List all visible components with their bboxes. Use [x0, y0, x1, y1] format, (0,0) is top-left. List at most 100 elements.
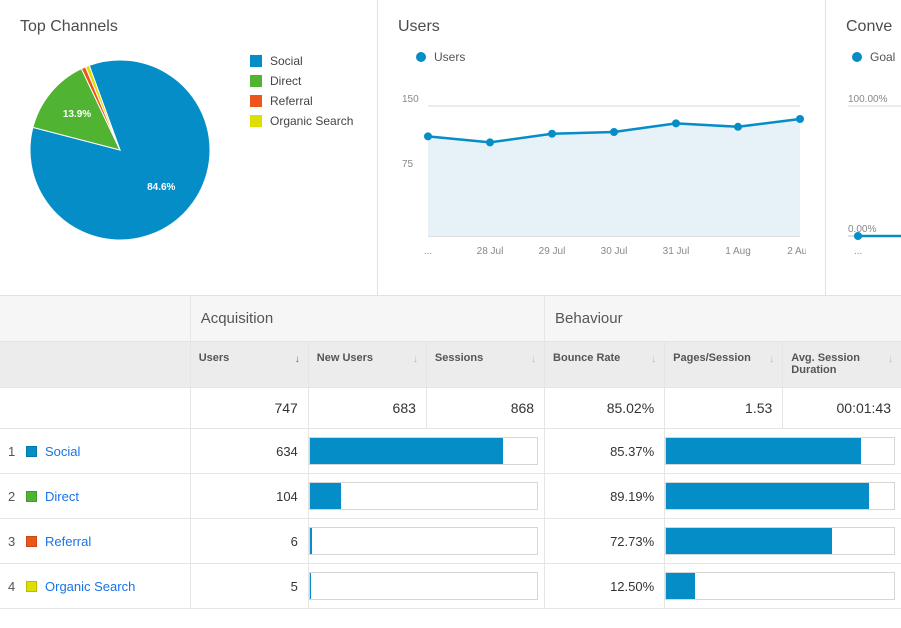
- cell-bounce: 85.37%: [545, 429, 665, 474]
- row-index: 2: [8, 489, 18, 504]
- channel-link[interactable]: Organic Search: [45, 579, 135, 594]
- col-header-new-users[interactable]: New Users↓: [308, 342, 426, 388]
- table-row: 2 Direct 104 89.19%: [0, 474, 901, 519]
- table-group-header-row: Acquisition Behaviour: [0, 296, 901, 342]
- total-new-users: 683: [308, 388, 426, 429]
- legend-swatch-icon: [250, 75, 262, 87]
- conversion-line-chart: 0.00%100.00%...28: [846, 74, 901, 264]
- cell-users: 6: [190, 519, 308, 564]
- chart-point[interactable]: [854, 232, 862, 240]
- chart-point[interactable]: [672, 119, 680, 127]
- legend-item[interactable]: Organic Search: [250, 114, 353, 128]
- group-header-blank: [0, 296, 190, 342]
- svg-text:150: 150: [402, 94, 419, 105]
- total-bounce: 85.02%: [545, 388, 665, 429]
- legend-label: Social: [270, 54, 303, 68]
- col-header-pps[interactable]: Pages/Session↓: [665, 342, 783, 388]
- chart-point[interactable]: [610, 128, 618, 136]
- channels-legend: Social Direct Referral Organic Search: [250, 54, 353, 128]
- panel-title: Users: [398, 18, 805, 36]
- row-index: 3: [8, 534, 18, 549]
- legend-item[interactable]: Referral: [250, 94, 353, 108]
- cell-bounce-bar: [665, 519, 901, 564]
- channel-swatch-icon: [26, 581, 37, 592]
- chart-point[interactable]: [486, 138, 494, 146]
- legend-item[interactable]: Direct: [250, 74, 353, 88]
- svg-text:100.00%: 100.00%: [848, 94, 888, 105]
- group-header-behaviour[interactable]: Behaviour: [545, 296, 901, 342]
- table-row: 4Organic Search512.50%: [0, 564, 901, 609]
- channel-swatch-icon: [26, 446, 37, 457]
- svg-text:1 Aug: 1 Aug: [725, 246, 751, 257]
- sort-arrow-icon: ↓: [295, 354, 300, 365]
- channels-pie-chart: 84.6% 13.9%: [20, 50, 220, 250]
- channel-link[interactable]: Social: [45, 444, 80, 459]
- chart-point[interactable]: [734, 123, 742, 131]
- sort-arrow-icon: ↓: [888, 354, 893, 365]
- svg-text:28 Jul: 28 Jul: [477, 246, 504, 257]
- cell-bounce: 12.50%: [545, 564, 665, 609]
- sort-arrow-icon: ↓: [413, 354, 418, 365]
- cell-bounce: 89.19%: [545, 474, 665, 519]
- channels-table: Acquisition Behaviour Users↓ New Users↓ …: [0, 296, 901, 609]
- table-row: 3 Referral 6 72.73%: [0, 519, 901, 564]
- legend-swatch-icon: [250, 95, 262, 107]
- svg-text:29 Jul: 29 Jul: [539, 246, 566, 257]
- col-header-users[interactable]: Users↓: [190, 342, 308, 388]
- legend-swatch-icon: [250, 115, 262, 127]
- chart-point[interactable]: [548, 130, 556, 138]
- cell-users: 634: [190, 429, 308, 474]
- cell-users: 5: [190, 564, 308, 609]
- channel-link[interactable]: Referral: [45, 534, 91, 549]
- table-column-header-row: Users↓ New Users↓ Sessions↓ Bounce Rate↓…: [0, 342, 901, 388]
- col-header-sessions[interactable]: Sessions↓: [426, 342, 544, 388]
- legend-swatch-icon: [250, 55, 262, 67]
- channel-swatch-icon: [26, 536, 37, 547]
- panel-title: Top Channels: [20, 18, 357, 36]
- svg-text:75: 75: [402, 159, 414, 170]
- cell-users-bar: [308, 429, 544, 474]
- svg-text:30 Jul: 30 Jul: [601, 246, 628, 257]
- cell-users-bar: [308, 474, 544, 519]
- cell-bounce-bar: [665, 564, 901, 609]
- group-header-acquisition[interactable]: Acquisition: [190, 296, 544, 342]
- col-header-bounce[interactable]: Bounce Rate↓: [545, 342, 665, 388]
- total-users: 747: [190, 388, 308, 429]
- pie-slice-label: 84.6%: [147, 182, 175, 193]
- cell-users-bar: [308, 519, 544, 564]
- svg-text:...: ...: [854, 246, 862, 257]
- legend-item[interactable]: Social: [250, 54, 353, 68]
- series-dot-icon: [416, 52, 426, 62]
- total-pps: 1.53: [665, 388, 783, 429]
- top-channels-panel: Top Channels 84.6% 13.9% Social Direct Refe…: [0, 0, 378, 295]
- cell-bounce: 72.73%: [545, 519, 665, 564]
- sort-arrow-icon: ↓: [531, 354, 536, 365]
- chart-point[interactable]: [796, 115, 804, 123]
- svg-text:0.00%: 0.00%: [848, 224, 876, 235]
- svg-text:31 Jul: 31 Jul: [663, 246, 690, 257]
- legend-label: Direct: [270, 74, 301, 88]
- top-panels-row: Top Channels 84.6% 13.9% Social Direct Refe…: [0, 0, 901, 296]
- users-series-legend: Users: [416, 50, 805, 64]
- pie-slice-label: 13.9%: [63, 109, 91, 120]
- legend-label: Referral: [270, 94, 313, 108]
- series-label: Goal: [870, 50, 895, 64]
- series-label: Users: [434, 50, 465, 64]
- cell-users-bar: [308, 564, 544, 609]
- series-dot-icon: [852, 52, 862, 62]
- svg-text:2 Aug: 2 Aug: [787, 246, 806, 257]
- users-panel: Users Users 75150...28 Jul29 Jul30 Jul31…: [378, 0, 826, 295]
- sort-arrow-icon: ↓: [651, 354, 656, 365]
- channel-swatch-icon: [26, 491, 37, 502]
- legend-label: Organic Search: [270, 114, 353, 128]
- users-line-chart: 75150...28 Jul29 Jul30 Jul31 Jul1 Aug2 A…: [398, 74, 806, 264]
- channel-link[interactable]: Direct: [45, 489, 79, 504]
- conv-series-legend: Goal: [852, 50, 901, 64]
- col-header-duration[interactable]: Avg. Session Duration↓: [783, 342, 901, 388]
- cell-users: 104: [190, 474, 308, 519]
- cell-bounce-bar: [665, 474, 901, 519]
- chart-point[interactable]: [424, 132, 432, 140]
- table-totals-row: 747 683 868 85.02% 1.53 00:01:43: [0, 388, 901, 429]
- row-index: 1: [8, 444, 18, 459]
- cell-bounce-bar: [665, 429, 901, 474]
